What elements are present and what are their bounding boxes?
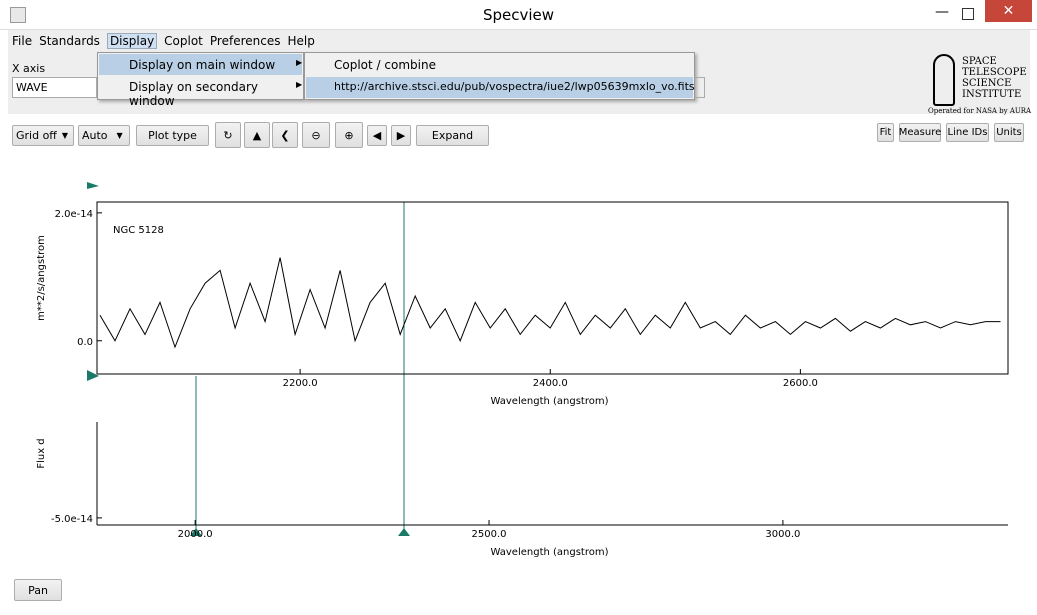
x-axis-label: Wavelength (angstrom) xyxy=(491,547,609,558)
back-button[interactable]: ❮ xyxy=(272,122,298,148)
menu-item[interactable]: Preferences xyxy=(209,34,281,48)
y-axis-label: Flux d xyxy=(36,438,47,468)
units-button[interactable]: Units xyxy=(994,123,1024,142)
zoom-out-button[interactable]: ⊖ xyxy=(302,122,330,148)
spectrum-line xyxy=(99,257,1001,349)
menu-item[interactable]: Coplot / combine xyxy=(334,58,436,72)
menu-item[interactable]: Display on secondary window xyxy=(129,80,258,108)
plot-frame xyxy=(96,201,1009,375)
x-tick-label: 2600.0 xyxy=(783,378,818,389)
top-button[interactable]: ▲ xyxy=(244,122,270,148)
x-tick-label: 2000.0 xyxy=(178,529,213,540)
window-title: Specview xyxy=(482,6,555,24)
scale-combo[interactable]: Auto ▼ xyxy=(78,125,130,146)
y-axis-label: m**2/s/angstrom xyxy=(36,235,47,321)
measure-button[interactable]: Measure xyxy=(899,123,941,142)
combo-text: Grid off xyxy=(16,129,57,142)
x-axis-field[interactable]: WAVE xyxy=(12,77,97,98)
y-tick-label: 0.0 xyxy=(77,337,93,348)
logo-text: SPACE xyxy=(962,56,997,67)
marker xyxy=(190,528,202,536)
y-tick-label: 2.0e-14 xyxy=(55,209,93,220)
maximize[interactable] xyxy=(962,8,974,20)
app-icon xyxy=(10,7,26,23)
logo-text: SCIENCE xyxy=(962,78,1012,89)
x-axis-label: Wavelength (angstrom) xyxy=(491,396,609,407)
logo-text: INSTITUTE xyxy=(962,89,1022,100)
coplot-submenu: Coplot / combine http://archive.stsci.ed… xyxy=(304,52,695,100)
display-submenu: Display on main window Display on second… xyxy=(97,52,304,108)
menu-item[interactable]: Standards xyxy=(39,34,100,48)
menu-item[interactable]: File xyxy=(12,34,33,48)
close[interactable]: ✕ xyxy=(985,0,1032,22)
refresh-button[interactable]: ↻ xyxy=(215,122,241,148)
x-axis-label: X axis xyxy=(12,62,46,75)
x-tick-label: 2400.0 xyxy=(533,378,568,389)
x-tick-label: 2200.0 xyxy=(283,378,318,389)
line-ids-button[interactable]: Line IDs xyxy=(946,123,989,142)
minimize[interactable]: — xyxy=(935,4,949,20)
menu-bar: File Standards Display Coplot Preferences Hel… xyxy=(8,31,322,51)
combo-text: Auto xyxy=(82,129,108,142)
marker xyxy=(87,182,99,189)
menu-item[interactable]: Display xyxy=(106,33,158,49)
next-button[interactable]: ▶ xyxy=(391,125,411,146)
menu-item[interactable]: Coplot xyxy=(164,34,203,48)
zoom-in-button[interactable]: ⊕ xyxy=(335,122,363,148)
pan-button[interactable]: Pan xyxy=(14,579,62,601)
y-tick-label: -5.0e-14 xyxy=(51,514,93,525)
x-tick-label: 3000.0 xyxy=(765,529,800,540)
logo: SPACE TELESCOPE SCIENCE INSTITUTE Operated … xyxy=(928,52,1031,115)
menu-item[interactable]: Display on main window xyxy=(129,58,276,72)
grid-combo[interactable]: Grid off ▼ xyxy=(12,125,74,146)
expand-button[interactable]: Expand xyxy=(416,125,489,146)
title-bar: Specview — ✕ xyxy=(0,0,1037,30)
plot-type-button[interactable]: Plot type xyxy=(136,125,209,146)
x-tick-label: 2500.0 xyxy=(472,529,507,540)
fit-button[interactable]: Fit xyxy=(877,123,894,142)
menu-item[interactable]: Help xyxy=(287,34,315,48)
prev-button[interactable]: ◀ xyxy=(367,125,387,146)
menu-item[interactable]: http://archive.stsci.edu/pub/vospectra/i… xyxy=(334,80,695,93)
marker xyxy=(87,370,99,381)
annotation: NGC 5128 xyxy=(113,225,164,236)
logo-tagline: Operated for NASA by AURA xyxy=(928,107,1032,115)
logo-text: TELESCOPE xyxy=(962,67,1027,78)
marker xyxy=(398,528,410,536)
